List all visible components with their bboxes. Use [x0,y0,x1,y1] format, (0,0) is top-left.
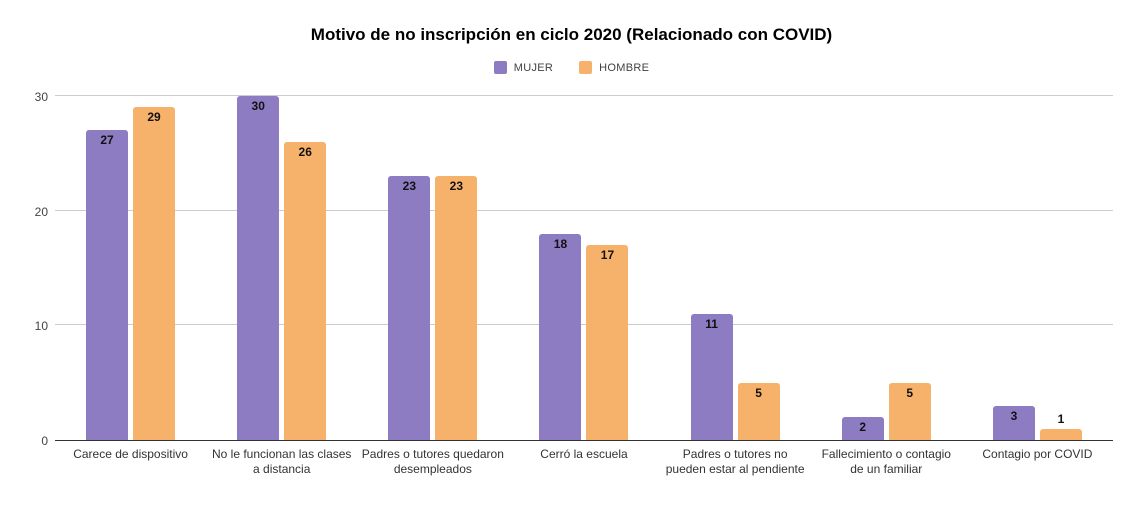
bar-mujer-7[interactable]: 3 [992,405,1035,440]
bar-value-label: 23 [449,179,464,194]
bar-mujer-4[interactable]: 18 [539,233,582,440]
bar-mujer-5[interactable]: 11 [690,313,733,440]
x-tick-label-7: Contagio por COVID [982,447,1093,461]
bar-group-5: 11 5 [660,97,811,440]
bar-value-label: 29 [147,110,161,125]
x-tick-label-3: Padres o tutores quedaron desempleados [361,447,504,476]
gridline-10 [55,324,1113,326]
legend-swatch-mujer [493,61,507,74]
x-axis: Carece de dispositivo No le funcionan las… [55,447,1113,477]
bar-group-4: 18 17 [508,97,659,440]
bar-value-label: 5 [755,385,762,400]
bar-value-label: 17 [600,248,615,263]
bar-value-label: 5 [906,385,914,400]
x-tick-label-2: No le funcionan las clases a distancia [212,447,352,476]
y-tick-label-20: 20 [34,204,48,219]
y-tick-label-30: 30 [34,90,48,104]
bar-group-2: 30 26 [206,96,357,440]
bar-value-label: 30 [251,99,265,113]
y-tick-label-10: 10 [34,319,48,334]
bar-group-1: 27 29 [55,97,206,440]
x-tick-label-6: Fallecimiento o contagio de un familiar [821,447,951,476]
bar-hombre-7[interactable]: 1 [1039,412,1082,440]
bar-mujer-1[interactable]: 27 [86,130,129,440]
bar-mujer-6[interactable]: 2 [841,417,884,440]
y-tick-label-0: 0 [41,434,48,448]
y-axis: 0 10 20 30 [0,90,48,448]
bar-mujer-2[interactable]: 30 [237,96,280,440]
gridline-20 [55,209,1113,211]
bar-value-label: 1 [1057,411,1065,426]
bar-hombre-3[interactable]: 23 [435,176,478,440]
bar-value-label: 26 [298,144,312,159]
bar-hombre-6[interactable]: 5 [888,382,931,440]
bar-value-label: 3 [1010,408,1018,423]
legend-label-hombre: HOMBRE [599,61,650,74]
bar-mujer-3[interactable]: 23 [388,176,431,440]
bar-hombre-5[interactable]: 5 [737,382,780,440]
legend: MUJER HOMBRE [0,61,1143,74]
x-tick-label-1: Carece de dispositivo [73,447,188,461]
bar-hombre-1[interactable]: 29 [133,107,176,440]
chart-title: Motivo de no inscripción en ciclo 2020 (… [310,25,833,44]
legend-swatch-hombre [579,61,593,74]
legend-item-hombre: HOMBRE [579,61,649,74]
bar-group-3: 23 23 [357,97,508,440]
bar-value-label: 2 [859,420,867,435]
bar-hombre-4[interactable]: 17 [586,245,629,440]
bar-hombre-2[interactable]: 26 [284,141,327,440]
gridline-30 [55,95,1113,96]
bar-value-label: 27 [100,133,114,148]
bar-value-label: 11 [705,316,718,331]
bar-value-label: 23 [402,179,417,194]
plot-area: 27 29 30 26 23 23 18 17 11 5 2 5 3 1 [55,95,1113,441]
bar-value-label: 18 [553,236,568,251]
legend-item-mujer: MUJER [493,61,554,74]
legend-label-mujer: MUJER [513,61,554,74]
x-tick-label-5: Padres o tutores no pueden estar al pend… [665,447,805,476]
x-tick-label-4: Cerró la escuela [540,447,628,461]
